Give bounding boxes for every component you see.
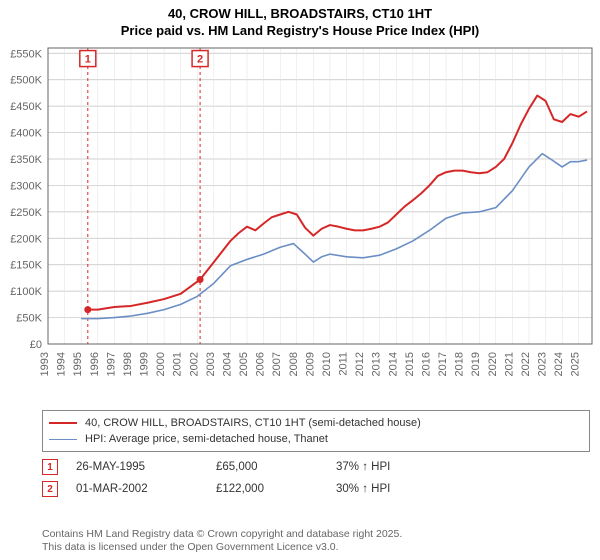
- svg-text:2018: 2018: [454, 352, 466, 376]
- svg-text:1: 1: [85, 54, 91, 66]
- svg-text:2008: 2008: [288, 352, 300, 376]
- legend-item: 40, CROW HILL, BROADSTAIRS, CT10 1HT (se…: [49, 415, 583, 431]
- marker-number-badge: 2: [42, 481, 58, 497]
- svg-text:£550K: £550K: [10, 48, 42, 60]
- svg-text:£250K: £250K: [10, 207, 42, 219]
- legend: 40, CROW HILL, BROADSTAIRS, CT10 1HT (se…: [42, 410, 590, 452]
- svg-text:£50K: £50K: [16, 313, 42, 325]
- marker-date: 01-MAR-2002: [76, 483, 216, 495]
- svg-text:2014: 2014: [387, 352, 399, 376]
- svg-text:2023: 2023: [537, 352, 549, 376]
- marker-price: £65,000: [216, 461, 336, 473]
- svg-text:£350K: £350K: [10, 154, 42, 166]
- svg-text:1997: 1997: [105, 352, 117, 376]
- svg-text:2016: 2016: [420, 352, 432, 376]
- title-line-1: 40, CROW HILL, BROADSTAIRS, CT10 1HT: [0, 6, 600, 23]
- chart-container: 40, CROW HILL, BROADSTAIRS, CT10 1HT Pri…: [0, 0, 600, 560]
- marker-row: 1 26-MAY-1995£65,00037% ↑ HPI: [42, 456, 590, 478]
- svg-text:£450K: £450K: [10, 101, 42, 113]
- svg-text:£100K: £100K: [10, 286, 42, 298]
- svg-text:2022: 2022: [520, 352, 532, 376]
- svg-text:2: 2: [197, 54, 203, 66]
- legend-label: HPI: Average price, semi-detached house,…: [85, 433, 328, 445]
- legend-swatch: [49, 439, 77, 440]
- svg-text:2017: 2017: [437, 352, 449, 376]
- svg-text:2015: 2015: [404, 352, 416, 376]
- svg-text:1998: 1998: [122, 352, 134, 376]
- chart-title: 40, CROW HILL, BROADSTAIRS, CT10 1HT Pri…: [0, 0, 600, 40]
- title-line-2: Price paid vs. HM Land Registry's House …: [0, 23, 600, 40]
- svg-text:1996: 1996: [89, 352, 101, 376]
- svg-text:2000: 2000: [155, 352, 167, 376]
- svg-text:2009: 2009: [304, 352, 316, 376]
- marker-number-badge: 1: [42, 459, 58, 475]
- svg-text:1993: 1993: [39, 352, 51, 376]
- svg-text:2010: 2010: [321, 352, 333, 376]
- svg-text:1994: 1994: [56, 352, 68, 376]
- attribution: Contains HM Land Registry data © Crown c…: [42, 528, 402, 554]
- chart-svg: £0 £50K £100K £150K £200K £250K £300K £350K £400…: [0, 44, 600, 404]
- svg-text:£0: £0: [30, 339, 42, 351]
- marker-price: £122,000: [216, 483, 336, 495]
- svg-text:2013: 2013: [371, 352, 383, 376]
- marker-row: 2 01-MAR-2002£122,00030% ↑ HPI: [42, 478, 590, 500]
- svg-text:2019: 2019: [470, 352, 482, 376]
- attribution-line-1: Contains HM Land Registry data © Crown c…: [42, 528, 402, 541]
- svg-text:£150K: £150K: [10, 260, 42, 272]
- svg-text:1999: 1999: [139, 352, 151, 376]
- legend-item: HPI: Average price, semi-detached house,…: [49, 431, 583, 447]
- svg-text:2024: 2024: [553, 352, 565, 376]
- legend-label: 40, CROW HILL, BROADSTAIRS, CT10 1HT (se…: [85, 417, 421, 429]
- marker-pct: 30% ↑ HPI: [336, 483, 590, 495]
- svg-text:£400K: £400K: [10, 128, 42, 140]
- svg-text:£300K: £300K: [10, 180, 42, 192]
- svg-text:2005: 2005: [238, 352, 250, 376]
- svg-text:2006: 2006: [255, 352, 267, 376]
- svg-text:2025: 2025: [570, 352, 582, 376]
- svg-text:2007: 2007: [271, 352, 283, 376]
- marker-date: 26-MAY-1995: [76, 461, 216, 473]
- svg-text:2021: 2021: [503, 352, 515, 376]
- legend-swatch: [49, 422, 77, 424]
- svg-text:1995: 1995: [72, 352, 84, 376]
- svg-text:2001: 2001: [172, 352, 184, 376]
- svg-text:£500K: £500K: [10, 75, 42, 87]
- attribution-line-2: This data is licensed under the Open Gov…: [42, 541, 402, 554]
- svg-text:2012: 2012: [354, 352, 366, 376]
- marker-pct: 37% ↑ HPI: [336, 461, 590, 473]
- svg-text:2003: 2003: [205, 352, 217, 376]
- svg-text:2004: 2004: [221, 352, 233, 376]
- svg-text:2002: 2002: [188, 352, 200, 376]
- markers-table: 1 26-MAY-1995£65,00037% ↑ HPI 2 01-MAR-2002…: [42, 456, 590, 500]
- svg-text:£200K: £200K: [10, 233, 42, 245]
- svg-text:2020: 2020: [487, 352, 499, 376]
- svg-text:2011: 2011: [338, 352, 350, 376]
- chart-plot: £0 £50K £100K £150K £200K £250K £300K £350K £400…: [0, 44, 600, 404]
